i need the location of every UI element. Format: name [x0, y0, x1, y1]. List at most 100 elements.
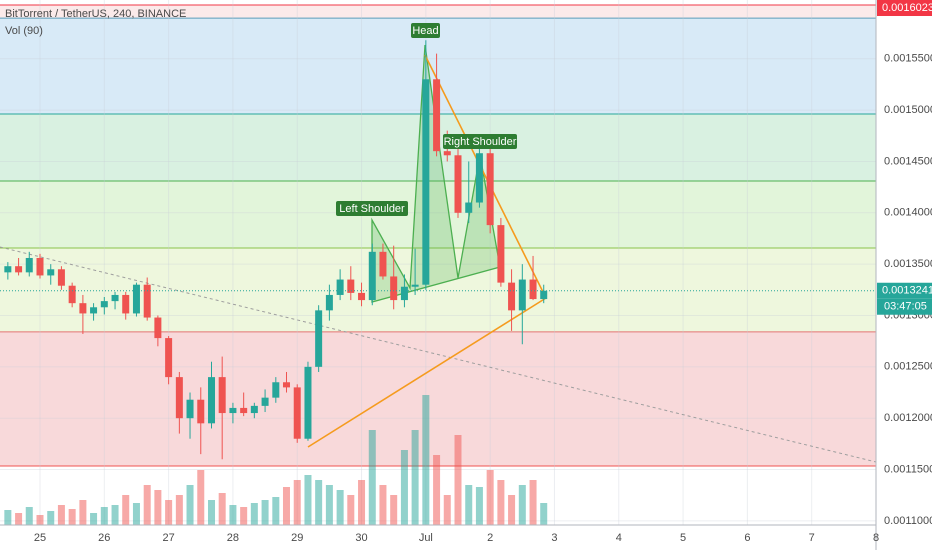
- y-tick-label: 0.0012000: [884, 412, 932, 424]
- volume-bar: [68, 509, 76, 525]
- candle-body: [336, 279, 344, 295]
- volume-bar: [529, 480, 537, 525]
- candle-body: [433, 79, 441, 152]
- volume-bar: [175, 495, 183, 525]
- candle-body: [347, 279, 355, 293]
- last-price-label: 0.0013241: [882, 285, 932, 297]
- candle-body: [57, 269, 65, 286]
- volume-bar: [347, 495, 355, 525]
- trend-line: [0, 246, 877, 463]
- candle-body: [540, 290, 548, 300]
- level-band: [0, 5, 876, 19]
- level-band: [0, 331, 876, 466]
- wedge-line: [307, 297, 547, 448]
- wedge-line: [424, 54, 547, 299]
- candle-body: [186, 399, 194, 419]
- volume-bar: [465, 485, 473, 525]
- y-tick-label: 0.0014000: [884, 207, 932, 219]
- candle-body: [47, 269, 55, 276]
- candle-body: [175, 377, 183, 419]
- annotation: Left Shoulder: [339, 203, 405, 215]
- x-tick-label: 8: [873, 532, 879, 544]
- volume-bar: [240, 507, 248, 525]
- candle-body: [411, 284, 419, 287]
- x-tick-label: 7: [809, 532, 815, 544]
- volume-bar: [379, 485, 387, 525]
- volume-bar: [100, 507, 108, 525]
- countdown-box: [877, 298, 932, 315]
- candle-body: [208, 377, 216, 424]
- candle-body: [122, 294, 130, 314]
- candle-body: [229, 407, 237, 414]
- candle-body: [368, 251, 376, 301]
- volume-bar: [508, 495, 516, 525]
- candle-body: [529, 279, 537, 300]
- candle-body: [282, 382, 290, 388]
- candle-body: [272, 382, 280, 398]
- volume-bar: [47, 511, 55, 525]
- countdown-label: 03:47:05: [884, 301, 927, 313]
- x-tick-label: 28: [227, 532, 239, 544]
- y-tick-label: 0.0012500: [884, 361, 932, 373]
- volume-bar: [197, 470, 205, 525]
- x-tick-label: 3: [551, 532, 557, 544]
- level-price-box: [877, 0, 932, 16]
- candle-body: [15, 266, 23, 273]
- candle-body: [197, 399, 205, 424]
- x-tick-label: 26: [98, 532, 110, 544]
- x-tick-label: 6: [744, 532, 750, 544]
- annotation: Right Shoulder: [444, 136, 517, 148]
- candle-body: [486, 153, 494, 226]
- volume-bar: [368, 430, 376, 525]
- candle-body: [100, 301, 108, 308]
- annotation-box: [411, 23, 440, 38]
- volume-bar: [25, 507, 33, 525]
- volume-bar: [325, 485, 333, 525]
- annotation-box: [443, 134, 517, 149]
- volume-bar: [111, 505, 119, 525]
- volume-bar: [411, 430, 419, 525]
- candle-body: [261, 397, 269, 406]
- volume-bar: [390, 495, 398, 525]
- price-axis: [876, 0, 932, 550]
- candle-body: [508, 282, 516, 311]
- level-price-label: 0.0016023: [882, 2, 932, 14]
- candle-body: [79, 303, 87, 314]
- candle-body: [315, 310, 323, 367]
- last-price-box: [877, 282, 932, 299]
- level-band: [0, 180, 876, 249]
- volume-bar: [475, 487, 483, 525]
- volume-bar: [497, 480, 505, 525]
- candle-body: [304, 366, 312, 439]
- volume-bar: [486, 470, 494, 525]
- annotation-box: [336, 201, 408, 216]
- volume-bar: [186, 485, 194, 525]
- candle-body: [475, 153, 483, 203]
- x-tick-label: 5: [680, 532, 686, 544]
- candle-body: [154, 317, 162, 339]
- volume-bar: [122, 495, 130, 525]
- candle-body: [68, 285, 76, 304]
- volume-bar: [282, 487, 290, 525]
- candle-body: [325, 294, 333, 311]
- candle-body: [443, 151, 451, 156]
- volume-bar: [90, 513, 98, 525]
- candle-body: [379, 251, 387, 277]
- volume-bar: [79, 500, 87, 525]
- volume-bar: [132, 503, 140, 525]
- y-tick-label: 0.0013500: [884, 258, 932, 270]
- candle-body: [36, 257, 44, 276]
- candle-body: [465, 202, 473, 213]
- volume-bar: [250, 503, 258, 525]
- time-axis: [0, 525, 876, 550]
- volume-bar: [154, 490, 162, 525]
- x-tick-label: 25: [34, 532, 46, 544]
- x-tick-label: 2: [487, 532, 493, 544]
- y-tick-label: 0.0014500: [884, 155, 932, 167]
- volume-bar: [454, 435, 462, 525]
- volume-bar: [304, 475, 312, 525]
- volume-bar: [315, 480, 323, 525]
- volume-bar: [4, 510, 12, 525]
- candle-body: [25, 257, 33, 273]
